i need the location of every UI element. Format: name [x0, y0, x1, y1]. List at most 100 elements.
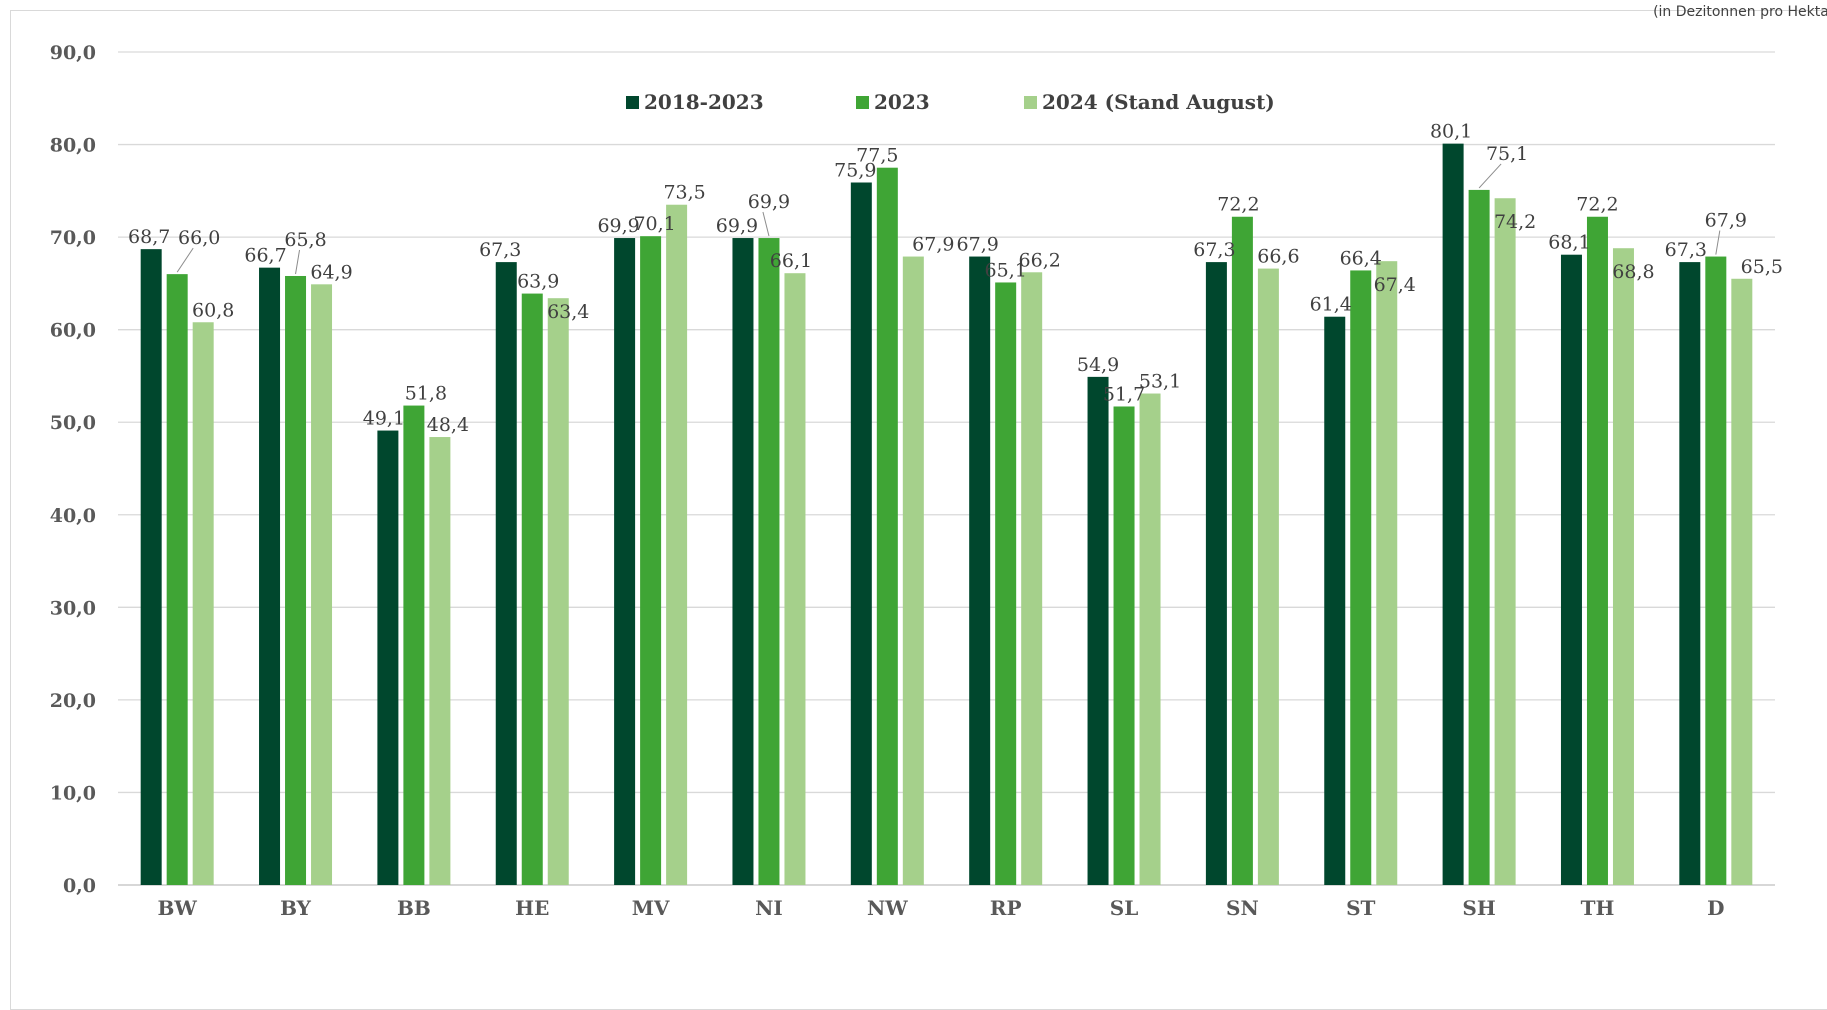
legend-swatch	[626, 96, 639, 109]
data-label: 72,2	[1217, 194, 1259, 216]
data-label: 69,9	[597, 215, 639, 237]
bar	[995, 282, 1017, 885]
bar	[1612, 248, 1634, 885]
x-tick-label: SH	[1462, 896, 1495, 920]
x-axis: BW BY BB HE MV NI NW RP SL SN ST SH TH D	[157, 896, 1724, 920]
bar	[1376, 261, 1398, 886]
bar	[1205, 262, 1227, 886]
data-label: 67,9	[1705, 210, 1747, 232]
bar	[1442, 143, 1464, 885]
bar	[259, 267, 281, 886]
bar	[1586, 216, 1608, 885]
unit-note: (in Dezitonnen pro Hektar)	[1653, 4, 1827, 20]
bar	[311, 284, 333, 885]
bar	[285, 275, 307, 885]
bar	[758, 238, 780, 885]
y-tick-label: 90,0	[50, 42, 96, 64]
data-label: 67,9	[957, 234, 999, 256]
bar	[1560, 254, 1582, 886]
leader-line	[762, 211, 770, 237]
y-tick-label: 10,0	[50, 782, 96, 804]
bar	[1087, 376, 1109, 885]
bar	[666, 204, 688, 885]
bar	[1021, 272, 1043, 885]
y-tick-label: 0,0	[63, 875, 96, 897]
data-label: 68,7	[128, 226, 170, 248]
bar	[521, 293, 543, 885]
bar	[732, 238, 754, 885]
bar	[1257, 268, 1279, 886]
data-label: 66,0	[178, 227, 220, 249]
x-tick-label: SL	[1110, 896, 1139, 920]
x-tick-label: BY	[280, 896, 312, 920]
x-tick-label: ST	[1346, 896, 1375, 920]
bars	[140, 143, 1753, 886]
data-label: 48,4	[427, 414, 469, 436]
data-label: 74,2	[1494, 211, 1536, 233]
bar	[140, 249, 162, 886]
x-tick-label: NI	[755, 896, 783, 920]
data-label: 77,5	[856, 145, 898, 167]
data-label: 68,1	[1548, 232, 1590, 254]
y-tick-label: 20,0	[50, 690, 96, 712]
data-label: 72,2	[1576, 194, 1618, 216]
data-label: 67,4	[1374, 274, 1416, 296]
data-label: 66,1	[770, 250, 812, 272]
y-tick-label: 70,0	[50, 227, 96, 249]
bar	[547, 298, 569, 886]
leader-line	[1478, 163, 1502, 189]
data-label: 69,9	[716, 215, 758, 237]
x-tick-label: MV	[632, 896, 670, 920]
legend-swatch	[856, 96, 869, 109]
bar	[1231, 216, 1253, 885]
data-label: 65,5	[1741, 256, 1783, 278]
bar	[876, 167, 898, 885]
leader-line	[1715, 230, 1721, 255]
x-tick-label: D	[1707, 896, 1724, 920]
bar	[850, 182, 872, 886]
bar	[1324, 316, 1346, 886]
data-label: 53,1	[1139, 371, 1181, 393]
bar	[614, 238, 636, 885]
x-tick-label: HE	[515, 896, 549, 920]
data-label: 67,3	[1193, 239, 1235, 261]
leader-line	[176, 247, 194, 273]
data-label: 73,5	[663, 182, 705, 204]
data-label: 54,9	[1077, 354, 1119, 376]
data-label: 65,1	[985, 259, 1027, 281]
data-label: 66,2	[1019, 249, 1061, 271]
legend-label: 2023	[874, 90, 930, 114]
bar	[377, 430, 399, 885]
x-tick-label: BW	[157, 896, 197, 920]
y-tick-label: 60,0	[50, 320, 96, 342]
data-label: 61,4	[1310, 294, 1352, 316]
x-tick-label: NW	[867, 896, 908, 920]
bar	[1731, 278, 1753, 885]
data-label: 75,9	[834, 160, 876, 182]
data-label: 67,3	[479, 239, 521, 261]
bar	[429, 437, 451, 885]
legend: 2018-2023 2023 2024 (Stand August)	[626, 90, 1275, 114]
bar	[1494, 198, 1516, 885]
leader-line	[295, 249, 301, 275]
bar	[403, 405, 425, 885]
data-label: 75,1	[1486, 143, 1528, 165]
data-label: 70,1	[633, 213, 675, 235]
bar	[784, 273, 806, 885]
y-axis: 0,0 10,0 20,0 30,0 40,0 50,0 60,0 70,0 80,0 90,0	[50, 42, 96, 897]
bar	[640, 236, 662, 886]
data-label: 69,9	[748, 191, 790, 213]
y-tick-label: 30,0	[50, 597, 96, 619]
bar	[969, 256, 991, 885]
bar	[1113, 406, 1135, 885]
data-label: 64,9	[310, 261, 352, 283]
data-label: 60,8	[192, 299, 234, 321]
bar	[495, 262, 517, 886]
y-tick-label: 80,0	[50, 135, 96, 157]
data-labels: 68,7 66,0 60,8 66,765,8 64,9 49,151,8 48,4 67,3…	[128, 121, 1783, 436]
x-tick-label: RP	[990, 896, 1022, 920]
data-label: 63,4	[547, 301, 589, 323]
data-label: 67,9	[912, 234, 954, 256]
data-label: 63,9	[517, 271, 559, 293]
